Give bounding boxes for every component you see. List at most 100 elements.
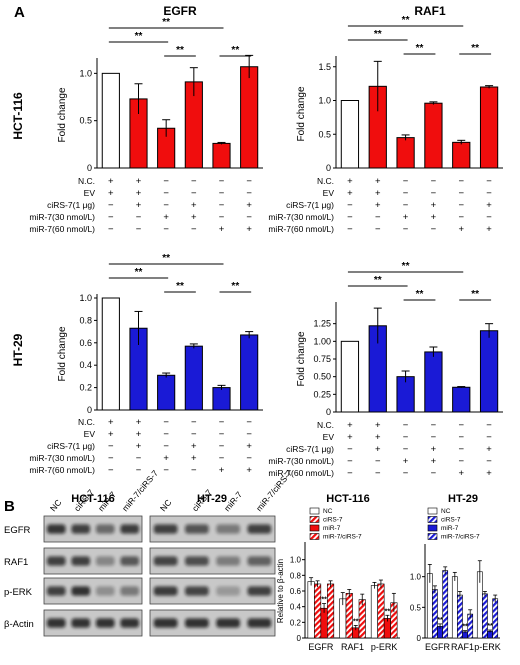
treatment-cell: −	[458, 456, 464, 467]
bar	[101, 297, 120, 411]
treatment-cell: −	[191, 429, 197, 440]
treatment-cell: +	[108, 417, 114, 428]
blot-band	[71, 524, 91, 534]
treatment-cell: −	[246, 453, 252, 464]
treatment-cell: +	[246, 200, 252, 211]
treatment-label: EV	[84, 188, 96, 198]
treatment-cell: −	[219, 429, 225, 440]
treatment-cell: −	[163, 224, 169, 235]
treatment-cell: −	[403, 432, 409, 443]
blot-band	[120, 618, 140, 628]
treatment-cell: −	[458, 444, 464, 455]
blot-band	[120, 586, 140, 596]
blot-band	[95, 556, 115, 566]
y-tick-label: 1.0	[79, 68, 92, 78]
treatment-cell: −	[163, 465, 169, 476]
treatment-cell: +	[375, 188, 381, 199]
treatment-cell: −	[347, 224, 353, 235]
bar	[479, 330, 499, 413]
blot-band	[247, 524, 272, 534]
y-tick-label: 0	[87, 405, 92, 415]
legend-label: NC	[323, 508, 333, 515]
y-tick-label: 1.25	[313, 319, 331, 329]
treatment-cell: −	[403, 188, 409, 199]
bar	[340, 340, 360, 413]
treatment-cell: +	[191, 441, 197, 452]
treatment-cell: −	[486, 456, 492, 467]
chart-title: EGFR	[163, 4, 197, 18]
panel-label-a: A	[14, 4, 25, 21]
blot-title: HCT-116	[71, 493, 114, 505]
treatment-label: miR-7(30 nmol/L)	[268, 212, 334, 222]
treatment-label: ciRS-7(1 μg)	[286, 444, 334, 454]
treatment-cell: +	[458, 468, 464, 479]
y-tick-label: 0.5	[318, 129, 331, 139]
treatment-cell: −	[431, 176, 437, 187]
treatment-cell: +	[246, 465, 252, 476]
treatment-cell: +	[219, 224, 225, 235]
legend-label: miR-7	[323, 525, 341, 532]
treatment-cell: −	[246, 176, 252, 187]
significance-label: **	[416, 43, 424, 54]
blot-band	[71, 586, 91, 596]
quant-bar	[314, 583, 322, 639]
treatment-cell: −	[486, 176, 492, 187]
y-axis-label: Relative to β-actin	[276, 559, 285, 623]
treatment-cell: −	[403, 444, 409, 455]
y-tick-label: 1.00	[313, 336, 331, 346]
quant-chart-title: HT-29	[448, 493, 478, 505]
y-tick-label: 0.4	[290, 603, 302, 612]
significance-label: **	[374, 29, 382, 40]
y-tick-label: 1.0	[410, 573, 422, 582]
treatment-cell: −	[458, 176, 464, 187]
treatment-cell: −	[458, 212, 464, 223]
treatment-label: ciRS-7(1 μg)	[47, 200, 95, 210]
treatment-cell: −	[403, 468, 409, 479]
treatment-cell: +	[246, 224, 252, 235]
treatment-cell: −	[219, 417, 225, 428]
blot-band	[153, 618, 178, 628]
treatment-cell: +	[375, 420, 381, 431]
treatment-cell: −	[108, 441, 114, 452]
significance-label: **	[437, 617, 443, 624]
blot-band	[95, 618, 115, 628]
treatment-cell: −	[163, 188, 169, 199]
blot-band	[95, 524, 115, 534]
treatment-cell: −	[246, 188, 252, 199]
blot-row-label: EGFR	[4, 525, 31, 536]
treatment-label: miR-7(30 nmol/L)	[29, 453, 95, 463]
y-tick-label: 0	[297, 634, 302, 643]
treatment-label: EV	[84, 429, 96, 439]
treatment-cell: −	[375, 224, 381, 235]
y-tick-label: 0.6	[79, 338, 92, 348]
treatment-cell: +	[246, 441, 252, 452]
y-tick-label: 0	[326, 163, 331, 173]
significance-label: **	[385, 608, 391, 615]
cell-line-label: HCT-116	[11, 92, 25, 140]
treatment-label: N.C.	[78, 417, 95, 427]
blot-band	[216, 556, 240, 566]
treatment-cell: −	[431, 420, 437, 431]
treatment-cell: −	[431, 468, 437, 479]
significance-label: **	[135, 267, 143, 278]
treatment-cell: +	[191, 200, 197, 211]
treatment-cell: −	[375, 456, 381, 467]
blot-band	[153, 524, 178, 534]
treatment-cell: +	[347, 432, 353, 443]
blot-row-label: β-Actin	[4, 619, 34, 630]
significance-label: **	[321, 597, 327, 604]
blot-band	[216, 586, 240, 596]
treatment-cell: −	[403, 224, 409, 235]
treatment-cell: +	[486, 468, 492, 479]
y-tick-label: 0.2	[290, 618, 302, 627]
treatment-cell: +	[163, 453, 169, 464]
quant-bar	[307, 581, 315, 639]
treatment-cell: +	[347, 176, 353, 187]
legend-swatch	[427, 524, 438, 532]
figure-layer: EGFR HCT-116 0 0.5 1.0 Fold change ** ** ** ** N.C…	[4, 4, 503, 652]
treatment-cell: −	[219, 200, 225, 211]
bar	[240, 334, 259, 411]
treatment-cell: +	[136, 188, 142, 199]
x-tick-label: RAF1	[451, 642, 474, 652]
treatment-cell: −	[136, 212, 142, 223]
